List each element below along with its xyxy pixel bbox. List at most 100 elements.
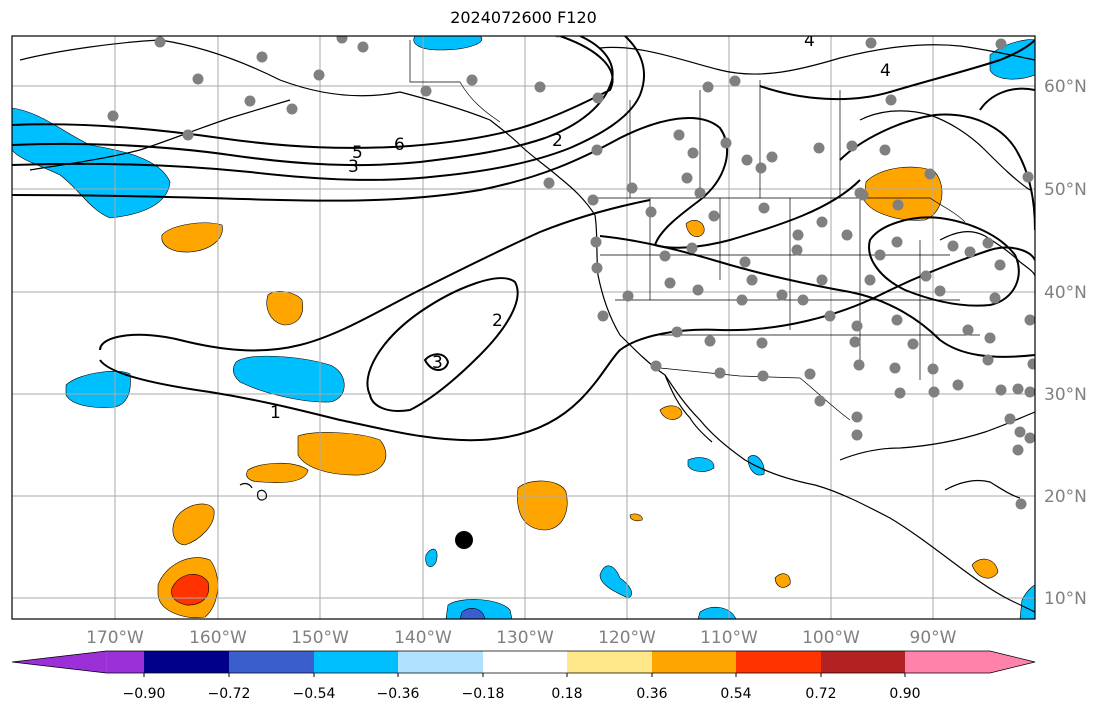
- contour-low-3-inner: [423, 353, 450, 371]
- lon-label-130w: 130°W: [496, 628, 554, 648]
- colorbar-band: [106, 651, 144, 673]
- height-contours: [12, 36, 1035, 442]
- station-dot: [746, 274, 758, 286]
- station-dot: [729, 75, 741, 87]
- contour-label-4-east: 4: [880, 61, 891, 81]
- station-dot: [849, 336, 861, 348]
- station-dot: [755, 162, 767, 174]
- station-dot: [816, 216, 828, 228]
- contour-low-3: [366, 277, 519, 412]
- station-dot: [1012, 444, 1024, 456]
- station-dot: [1024, 314, 1035, 326]
- graticule: [12, 36, 1035, 619]
- contour-east-1: [868, 216, 1020, 307]
- contour-upper-1: [12, 36, 614, 149]
- lat-label-30n: 30°N: [1044, 385, 1087, 405]
- coast-baja: [664, 374, 713, 443]
- map-title: 2024072600 F120: [450, 8, 597, 27]
- contour-east-3: [759, 39, 1035, 101]
- station-dot: [534, 81, 546, 93]
- station-dot: [964, 246, 976, 258]
- station-dot: [816, 274, 828, 286]
- colorbar-band: [229, 651, 314, 673]
- station-dot: [664, 277, 676, 289]
- lon-label-100w: 100°W: [802, 628, 860, 648]
- cbar-tick-label: 0.18: [551, 686, 582, 702]
- lat-label-20n: 20°N: [1044, 487, 1087, 507]
- colorbar-tick-labels: −0.90 −0.72 −0.54 −0.36 −0.18 0.18 0.36 …: [123, 686, 921, 702]
- contour-pac-west: [599, 235, 1035, 358]
- station-dot: [587, 194, 599, 206]
- station-dot: [591, 262, 603, 274]
- station-dot: [708, 210, 720, 222]
- station-dot: [597, 310, 609, 322]
- fill-positive-s8: [629, 513, 643, 522]
- fill-positive-hawaii-n: [246, 462, 309, 483]
- station-dot: [947, 240, 959, 252]
- border-us-canada: [598, 197, 966, 223]
- cbar-tick-label: −0.36: [377, 686, 420, 702]
- station-dot: [1022, 171, 1034, 183]
- colorbar-extend-min: [12, 651, 107, 673]
- station-dot: [1027, 358, 1035, 370]
- station-dot: [952, 379, 964, 391]
- station-dot: [879, 144, 891, 156]
- station-dot: [543, 177, 555, 189]
- fill-negative-s2: [747, 455, 765, 476]
- contour-upper-2: [12, 36, 614, 167]
- cbar-tick-label: 0.36: [636, 686, 667, 702]
- station-dot: [797, 294, 809, 306]
- fill-negative-central-pacific: [233, 355, 345, 403]
- station-dot: [885, 94, 897, 106]
- lat-label-10n: 10°N: [1044, 589, 1087, 609]
- station-dot: [704, 335, 716, 347]
- contour-mid-1: [99, 199, 651, 352]
- border-alaska-canada: [409, 40, 501, 123]
- station-dot: [824, 310, 836, 322]
- station-dot: [995, 384, 1007, 396]
- station-dot: [995, 38, 1007, 50]
- station-dot: [891, 314, 903, 326]
- contour-label-group: 6 5 3 2 2 3 1 4 4: [270, 31, 891, 423]
- colorbar-outline: [11, 650, 1036, 674]
- station-dot: [192, 73, 204, 85]
- lat-label-60n: 60°N: [1044, 77, 1087, 97]
- lon-label-140w: 140°W: [394, 628, 452, 648]
- colorbar-extend-max: [990, 651, 1035, 673]
- station-dot: [736, 294, 748, 306]
- border-us-mexico: [659, 367, 851, 421]
- station-dot: [814, 395, 826, 407]
- contour-label-4-north: 4: [804, 31, 815, 51]
- contour-label-5: 5: [352, 143, 363, 163]
- cbar-tick-label: 0.90: [889, 686, 920, 702]
- station-dot: [244, 95, 256, 107]
- station-dot: [714, 367, 726, 379]
- station-dot: [336, 36, 348, 44]
- colorbar-band: [652, 651, 736, 673]
- fill-negative-s1: [687, 457, 715, 472]
- station-dot: [851, 320, 863, 332]
- station-dot: [671, 326, 683, 338]
- station-dot: [673, 129, 685, 141]
- border-states-2: [600, 254, 980, 336]
- station-dot: [659, 250, 671, 262]
- station-dot: [846, 140, 858, 152]
- border-canada-provinces: [629, 80, 841, 198]
- station-dot: [687, 147, 699, 159]
- fill-positive-central-am: [971, 558, 999, 579]
- fill-negative-alaska: [413, 36, 483, 51]
- fill-positive-east-pacific: [517, 480, 568, 531]
- station-dot: [928, 386, 940, 398]
- map-border: [11, 35, 1036, 620]
- coast-canada-n: [599, 44, 1035, 75]
- station-dot: [286, 103, 298, 115]
- station-dot: [590, 236, 602, 248]
- contour-label-2-north: 2: [552, 131, 563, 151]
- cbar-tick-label: −0.54: [293, 686, 336, 702]
- station-dot: [962, 324, 974, 336]
- border-states-1: [649, 198, 921, 380]
- cbar-tick-label: −0.90: [123, 686, 166, 702]
- station-dot: [1012, 383, 1024, 395]
- station-dot: [650, 360, 662, 372]
